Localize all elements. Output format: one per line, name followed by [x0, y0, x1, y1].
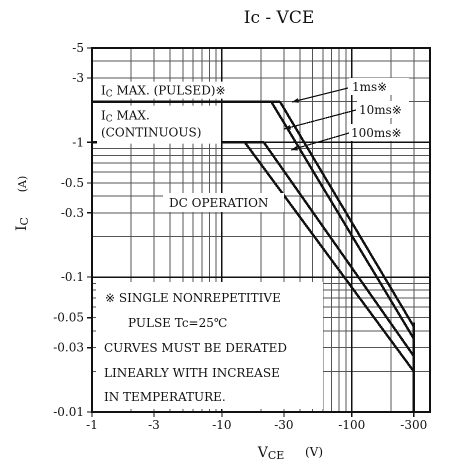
10ms-arrow-head	[284, 125, 291, 130]
continuous-max-label-line2: (CONTINUOUS)	[101, 126, 201, 140]
dc-operation-label: DC OPERATION	[169, 196, 268, 210]
x-tick-label: -30	[274, 418, 293, 432]
1ms-arrow-head	[292, 98, 299, 103]
dc-operation-label-bg	[163, 193, 284, 212]
1ms-label-bg	[349, 78, 409, 95]
100ms-arrow	[290, 132, 350, 151]
x-axis-label: VCE	[257, 445, 285, 462]
10ms-label-bg	[357, 101, 409, 118]
x-tick-label: -3	[148, 418, 160, 432]
y-tick-label: -1	[72, 135, 84, 149]
note-line-2: PULSE Tc=25℃	[128, 316, 227, 330]
100ms-label-bg	[349, 124, 409, 141]
10ms-label: 10ms※	[359, 103, 402, 117]
100ms-label: 100ms※	[351, 126, 402, 140]
y-tick-label: -0.1	[61, 270, 84, 284]
note-line-4: LINEARLY WITH INCREASE	[104, 366, 280, 380]
y-tick-label: -0.3	[61, 206, 84, 220]
1ms-curve	[278, 101, 415, 328]
y-tick-label: -0.5	[61, 176, 84, 190]
y-tick-label: -3	[72, 71, 84, 85]
continuous-max-label: IC MAX.	[101, 109, 150, 125]
continuous-label-bg	[97, 105, 221, 144]
1ms-label: 1ms※	[352, 80, 387, 94]
chart-title: Ic - VCE	[244, 8, 314, 28]
y-axis-label: IC	[14, 217, 31, 231]
dc-operation-curve	[243, 141, 415, 373]
pulsed-max-label: IC MAX. (PULSED)※	[101, 84, 226, 100]
x-axis-unit: (V)	[305, 445, 323, 459]
note-line-5: IN TEMPERATURE.	[104, 390, 226, 404]
notes-box-bg	[96, 282, 323, 409]
y-tick-label: -0.05	[53, 311, 84, 325]
note-line-1: ※ SINGLE NONREPETITIVE	[105, 291, 281, 305]
plot-frame	[91, 47, 431, 413]
note-line-3: CURVES MUST BE DERATED	[104, 341, 287, 355]
y-tick-label: -0.01	[53, 405, 84, 419]
x-tick-label: -10	[212, 418, 231, 432]
x-tick-label: -1	[86, 418, 98, 432]
1ms-arrow	[291, 87, 349, 103]
y-axis-unit: (A)	[16, 176, 29, 193]
y-tick-label: -0.03	[53, 341, 84, 355]
10ms-curve	[270, 101, 415, 340]
100ms-arrow-head	[291, 145, 298, 151]
x-tick-label: -100	[338, 418, 365, 432]
100ms-curve	[262, 141, 415, 357]
10ms-arrow	[283, 109, 357, 130]
x-tick-label: -300	[400, 418, 427, 432]
pulsed-label-bg	[98, 81, 255, 99]
y-tick-label: -5	[72, 41, 84, 55]
